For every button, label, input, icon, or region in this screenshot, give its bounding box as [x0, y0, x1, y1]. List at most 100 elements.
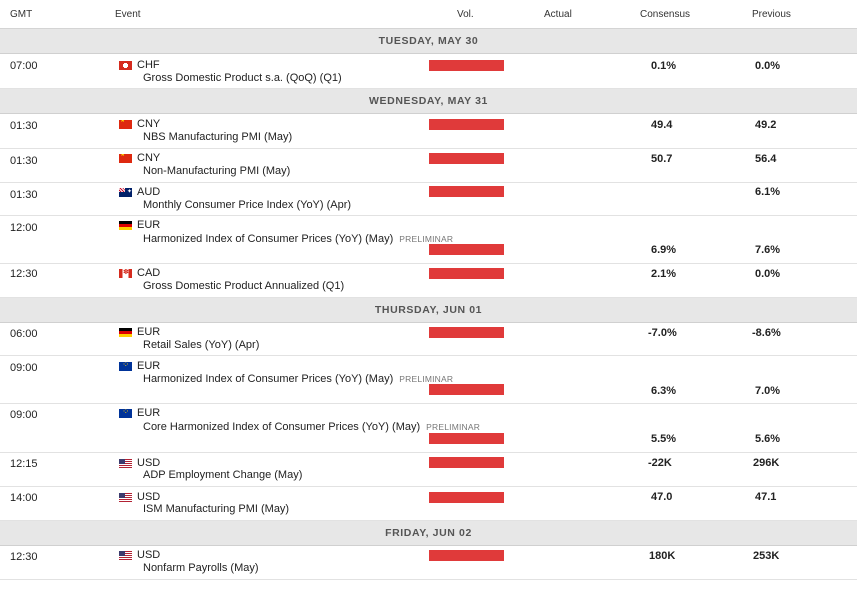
event-row[interactable]: 12:00 EUR Harmonized Index of Consumer P… [0, 216, 857, 264]
event-currency: EUR [137, 219, 161, 231]
event-row[interactable]: 09:00 EUR Core Harmonized Index of Consu… [0, 404, 857, 453]
event-consensus: 49.4 [651, 119, 673, 131]
event-row[interactable]: 12:30 USD Nonfarm Payrolls (May) 180K 25… [0, 546, 857, 580]
volatility-bar [429, 153, 504, 164]
event-row[interactable]: 06:00 EUR Retail Sales (YoY) (Apr) -7.0%… [0, 323, 857, 356]
event-row[interactable]: 01:30 AUD Monthly Consumer Price Index (… [0, 183, 857, 216]
volatility-bar [429, 244, 504, 255]
event-name: Retail Sales (YoY) (Apr) [143, 339, 260, 351]
event-previous: 6.1% [755, 186, 781, 198]
event-name: Harmonized Index of Consumer Prices (YoY… [143, 373, 454, 385]
event-previous: 49.2 [755, 119, 777, 131]
event-currency: CNY [137, 152, 161, 164]
event-time: 14:00 [10, 492, 38, 504]
header-vol: Vol. [457, 9, 474, 20]
event-name: Harmonized Index of Consumer Prices (YoY… [143, 233, 454, 245]
china-flag-icon [119, 154, 132, 163]
event-currency: CAD [137, 267, 161, 279]
event-time: 07:00 [10, 60, 38, 72]
event-previous: 0.0% [755, 268, 781, 280]
event-name: NBS Manufacturing PMI (May) [143, 131, 293, 143]
usa-flag-icon [119, 551, 132, 560]
event-consensus: 6.9% [651, 244, 677, 256]
event-previous: 296K [753, 457, 780, 469]
event-name: Non-Manufacturing PMI (May) [143, 165, 291, 177]
event-name: ADP Employment Change (May) [143, 469, 303, 481]
header-actual: Actual [544, 9, 572, 20]
event-time: 01:30 [10, 155, 38, 167]
event-consensus: 50.7 [651, 153, 673, 165]
event-row[interactable]: 12:30 CAD Gross Domestic Product Annuali… [0, 264, 857, 298]
header-event: Event [115, 9, 141, 20]
eu-flag-icon [119, 409, 132, 418]
header-gmt: GMT [10, 9, 33, 20]
event-previous: 7.6% [755, 244, 781, 256]
event-row[interactable]: 01:30 CNY NBS Manufacturing PMI (May) 49… [0, 114, 857, 149]
event-consensus: 2.1% [651, 268, 677, 280]
event-currency: EUR [137, 360, 161, 372]
event-previous: 0.0% [755, 60, 781, 72]
header-consensus: Consensus [640, 9, 691, 20]
volatility-bar [429, 186, 504, 197]
event-currency: CNY [137, 118, 161, 130]
event-consensus: 47.0 [651, 491, 673, 503]
event-consensus: 6.3% [651, 385, 677, 397]
event-row[interactable]: 14:00 USD ISM Manufacturing PMI (May) 47… [0, 487, 857, 521]
event-time: 06:00 [10, 328, 38, 340]
event-name: Gross Domestic Product Annualized (Q1) [143, 280, 345, 292]
volatility-bar [429, 268, 504, 279]
event-time: 01:30 [10, 189, 38, 201]
event-consensus: 180K [649, 550, 676, 562]
event-consensus: -7.0% [648, 327, 677, 339]
volatility-bar [429, 550, 504, 561]
event-currency: CHF [137, 59, 160, 71]
event-row[interactable]: 09:00 EUR Harmonized Index of Consumer P… [0, 356, 857, 404]
volatility-bar [429, 492, 504, 503]
volatility-bar [429, 457, 504, 468]
event-previous: 253K [753, 550, 780, 562]
eu-flag-icon [119, 362, 132, 371]
germany-flag-icon [119, 328, 132, 337]
event-currency: USD [137, 457, 161, 469]
day-header: TUESDAY, MAY 30 [0, 29, 857, 54]
event-consensus: 0.1% [651, 60, 677, 72]
preliminary-tag: PRELIMINAR [399, 374, 454, 384]
table-header: GMT Event Vol. Actual Consensus Previous [0, 0, 857, 29]
event-consensus: 5.5% [651, 433, 677, 445]
event-name: Nonfarm Payrolls (May) [143, 562, 259, 574]
event-currency: AUD [137, 186, 161, 198]
day-header: THURSDAY, JUN 01 [0, 298, 857, 323]
event-time: 09:00 [10, 362, 38, 374]
event-previous: -8.6% [752, 327, 781, 339]
event-row[interactable]: 01:30 CNY Non-Manufacturing PMI (May) 50… [0, 149, 857, 183]
event-time: 12:00 [10, 222, 38, 234]
event-previous: 7.0% [755, 385, 781, 397]
event-name: ISM Manufacturing PMI (May) [143, 503, 290, 515]
preliminary-tag: PRELIMINAR [399, 234, 454, 244]
usa-flag-icon [119, 493, 132, 502]
event-row[interactable]: 12:15 USD ADP Employment Change (May) -2… [0, 453, 857, 487]
event-row[interactable]: 07:00 CHF Gross Domestic Product s.a. (Q… [0, 54, 857, 89]
event-time: 12:30 [10, 268, 38, 280]
volatility-bar [429, 327, 504, 338]
germany-flag-icon [119, 221, 132, 230]
volatility-bar [429, 384, 504, 395]
australia-flag-icon [119, 188, 132, 197]
event-currency: USD [137, 549, 161, 561]
event-consensus: -22K [648, 457, 672, 469]
event-name: Gross Domestic Product s.a. (QoQ) (Q1) [143, 72, 342, 84]
header-previous: Previous [752, 9, 791, 20]
switzerland-flag-icon [119, 61, 132, 70]
event-previous: 5.6% [755, 433, 781, 445]
event-time: 12:15 [10, 458, 38, 470]
event-time: 12:30 [10, 551, 38, 563]
event-time: 09:00 [10, 409, 38, 421]
volatility-bar [429, 433, 504, 444]
preliminary-tag: PRELIMINAR [426, 422, 481, 432]
event-previous: 47.1 [755, 491, 777, 503]
day-header: WEDNESDAY, MAY 31 [0, 89, 857, 114]
event-name: Core Harmonized Index of Consumer Prices… [143, 421, 481, 433]
usa-flag-icon [119, 459, 132, 468]
day-header: FRIDAY, JUN 02 [0, 521, 857, 546]
event-currency: USD [137, 491, 161, 503]
